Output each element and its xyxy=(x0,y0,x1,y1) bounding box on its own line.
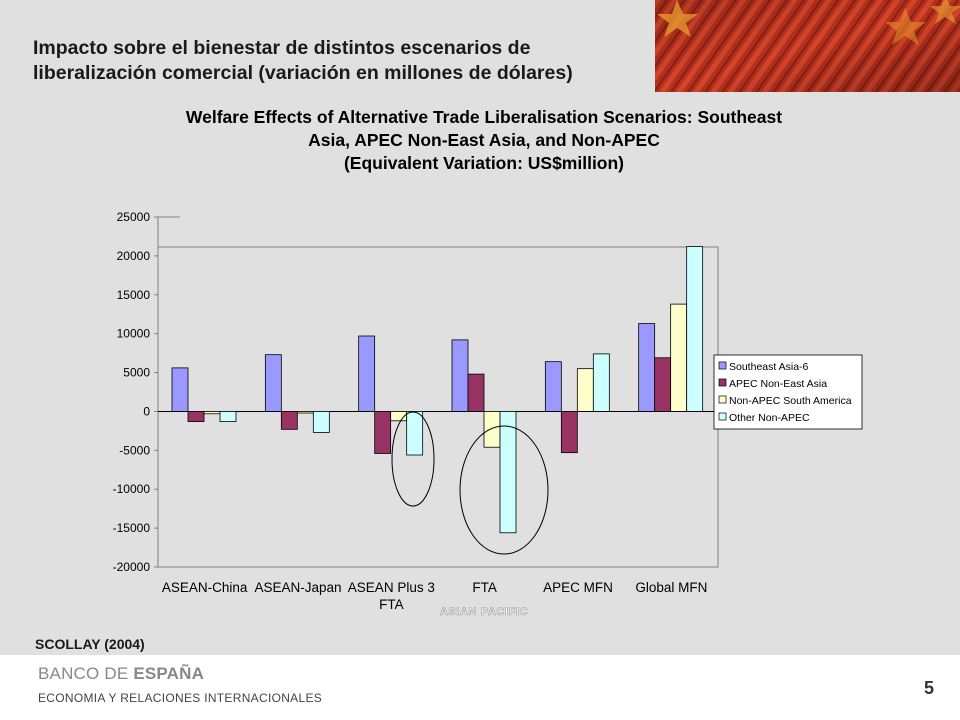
bar-other-non-apec xyxy=(220,411,236,421)
slide-title-line-2: liberalización comercial (variación en m… xyxy=(33,61,653,86)
footer-department: ECONOMIA Y RELACIONES INTERNACIONALES xyxy=(38,691,322,705)
x-category-label: FTA xyxy=(472,580,497,595)
bar-southeast-asia-6 xyxy=(545,362,561,412)
flag-banner-graphic xyxy=(655,0,960,92)
plot-frame xyxy=(158,247,718,567)
x-category-label: FTA xyxy=(379,597,404,612)
bar-other-non-apec xyxy=(407,411,423,455)
bar-other-non-apec xyxy=(313,411,329,432)
legend-entry: Other Non-APEC xyxy=(729,412,810,424)
bar-apec-non-east-asia xyxy=(561,411,577,452)
bar-southeast-asia-6 xyxy=(639,324,655,412)
bar-non-apec-south-america xyxy=(671,304,687,411)
legend-entry: APEC Non-East Asia xyxy=(729,378,827,390)
y-tick-label: 15000 xyxy=(117,288,151,302)
bar-other-non-apec xyxy=(500,411,516,532)
bank-logo-regular: BANCO DE xyxy=(38,664,133,683)
bar-other-non-apec xyxy=(687,247,703,412)
y-tick-label: -15000 xyxy=(113,521,151,535)
chart-title-line-1: Welfare Effects of Alternative Trade Lib… xyxy=(186,107,782,127)
flag-banner-image xyxy=(655,0,960,92)
legend-entry: Non-APEC South America xyxy=(729,395,852,407)
y-tick-label: -10000 xyxy=(113,482,151,496)
bar-southeast-asia-6 xyxy=(359,336,375,411)
legend-entry: Southeast Asia-6 xyxy=(729,361,809,373)
chart-legend: Southeast Asia-6 APEC Non-East Asia Non-AP… xyxy=(714,355,862,429)
bank-logo: BANCO DE ESPAÑA xyxy=(38,664,204,684)
chart-title-line-3: (Equivalent Variation: US$million) xyxy=(344,153,624,173)
x-category-label: ASEAN-China xyxy=(162,580,248,595)
chart-title-line-2: Asia, APEC Non-East Asia, and Non-APEC xyxy=(308,130,660,150)
bar-non-apec-south-america xyxy=(297,411,313,413)
legend-swatch xyxy=(719,362,726,369)
y-tick-label: -20000 xyxy=(113,560,151,574)
bank-logo-bold: ESPAÑA xyxy=(133,664,204,683)
y-tick-label: -5000 xyxy=(119,443,150,457)
y-tick-label: 0 xyxy=(143,404,150,418)
bar-apec-non-east-asia xyxy=(375,411,391,453)
chart-plot-area: 25000 20000 15000 10000 5000 0 -5000 -10000 -150… xyxy=(113,210,718,618)
bar-non-apec-south-america xyxy=(577,369,593,412)
bar-apec-non-east-asia xyxy=(281,411,297,429)
bar-southeast-asia-6 xyxy=(265,355,281,412)
bar-southeast-asia-6 xyxy=(452,340,468,412)
bar-apec-non-east-asia xyxy=(655,358,671,412)
slide-title: Impacto sobre el bienestar de distintos … xyxy=(33,36,653,86)
x-category-label: ASEAN Plus 3 xyxy=(348,580,435,595)
bar-non-apec-south-america xyxy=(484,411,500,447)
y-tick-label: 5000 xyxy=(123,366,150,380)
legend-swatch xyxy=(719,396,726,403)
legend-swatch xyxy=(719,413,726,420)
bar-non-apec-south-america xyxy=(204,411,220,413)
x-category-label: ASEAN-Japan xyxy=(254,580,341,595)
x-category-label: APEC MFN xyxy=(543,580,613,595)
y-tick-label: 20000 xyxy=(117,249,151,263)
y-tick-label: 25000 xyxy=(117,210,151,224)
page-number: 5 xyxy=(924,678,934,699)
bar-southeast-asia-6 xyxy=(172,368,188,412)
legend-swatch xyxy=(719,379,726,386)
welfare-bar-chart: Welfare Effects of Alternative Trade Lib… xyxy=(0,95,960,635)
x-category-label: Global MFN xyxy=(635,580,707,595)
source-note: SCOLLAY (2004) xyxy=(35,636,145,652)
y-tick-label: 10000 xyxy=(117,327,151,341)
asian-pacific-annotation: ASIAN PACIFIC xyxy=(440,606,528,618)
bar-apec-non-east-asia xyxy=(468,374,484,411)
chart-title: Welfare Effects of Alternative Trade Lib… xyxy=(186,107,782,173)
bar-apec-non-east-asia xyxy=(188,411,204,421)
bar-other-non-apec xyxy=(593,354,609,412)
slide-title-line-1: Impacto sobre el bienestar de distintos … xyxy=(33,36,653,61)
